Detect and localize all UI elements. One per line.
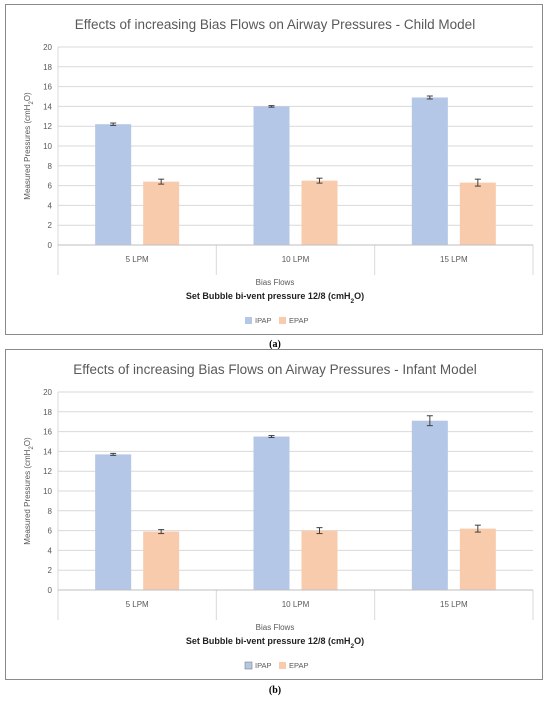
legend-label-epap: EPAP [289, 316, 308, 325]
legend-swatch-epap [279, 662, 286, 669]
bar-epap [143, 181, 180, 245]
y-tick-label: 12 [43, 122, 52, 131]
chart-title: Effects of increasing Bias Flows on Airw… [73, 362, 476, 377]
figure-caption-b: (b) [268, 685, 282, 696]
chart-panel-child: Effects of increasing Bias Flows on Airw… [5, 4, 543, 335]
x-axis-title: Bias Flows [256, 278, 295, 287]
x-category-label: 15 LPM [440, 600, 468, 609]
y-tick-label: 6 [48, 182, 53, 191]
legend-swatch-ipap [244, 661, 253, 670]
bar-epap [459, 182, 496, 245]
infant-model-chart: Effects of increasing Bias Flows on Airw… [23, 362, 534, 670]
x-category-label: 15 LPM [440, 255, 468, 264]
x-category-label: 5 LPM [126, 600, 149, 609]
bar-epap [143, 531, 180, 590]
y-tick-label: 20 [43, 388, 52, 397]
y-tick-label: 20 [43, 43, 52, 52]
set-pressure-label: Set Bubble bi-vent pressure 12/8 (cmH2O) [186, 636, 364, 650]
bar-ipap [253, 436, 290, 590]
bar-epap [301, 180, 338, 245]
y-tick-label: 0 [48, 586, 53, 595]
bar-ipap [253, 106, 290, 246]
y-tick-label: 16 [43, 428, 52, 437]
y-tick-label: 16 [43, 83, 52, 92]
bar-epap [301, 530, 338, 590]
x-axis-title: Bias Flows [256, 623, 295, 632]
x-category-label: 10 LPM [282, 255, 310, 264]
y-tick-label: 18 [43, 63, 52, 72]
y-tick-label: 2 [48, 566, 53, 575]
chart-panel-infant: Effects of increasing Bias Flows on Airw… [5, 349, 543, 680]
y-tick-label: 6 [48, 527, 53, 536]
y-axis-title: Measured Pressures (cmH2O) [23, 437, 35, 545]
set-pressure-label: Set Bubble bi-vent pressure 12/8 (cmH2O) [186, 291, 364, 305]
bar-ipap [95, 454, 132, 590]
chart-title: Effects of increasing Bias Flows on Airw… [75, 17, 475, 32]
y-tick-label: 10 [43, 487, 52, 496]
y-tick-label: 14 [43, 102, 52, 111]
y-axis-title: Measured Pressures (cmH2O) [23, 92, 35, 200]
y-tick-label: 4 [48, 546, 53, 555]
bar-ipap [411, 420, 448, 590]
y-tick-label: 0 [48, 241, 53, 250]
y-tick-label: 2 [48, 221, 53, 230]
legend-label-epap: EPAP [289, 661, 308, 670]
legend-label-ipap: IPAP [255, 316, 272, 325]
bar-ipap [411, 97, 448, 246]
x-category-label: 5 LPM [126, 255, 149, 264]
y-tick-label: 8 [48, 162, 53, 171]
child-model-chart: Effects of increasing Bias Flows on Airw… [23, 17, 534, 325]
legend-label-ipap: IPAP [255, 661, 272, 670]
y-tick-label: 4 [48, 201, 53, 210]
figure-caption-a: (a) [269, 339, 281, 350]
bar-epap [459, 528, 496, 590]
y-tick-label: 14 [43, 447, 52, 456]
legend-swatch-epap [279, 317, 286, 324]
bar-ipap [95, 124, 132, 245]
y-tick-label: 8 [48, 507, 53, 516]
y-tick-label: 12 [43, 467, 52, 476]
legend-swatch-ipap [245, 317, 252, 324]
x-category-label: 10 LPM [282, 600, 310, 609]
y-tick-label: 18 [43, 408, 52, 417]
y-tick-label: 10 [43, 142, 52, 151]
